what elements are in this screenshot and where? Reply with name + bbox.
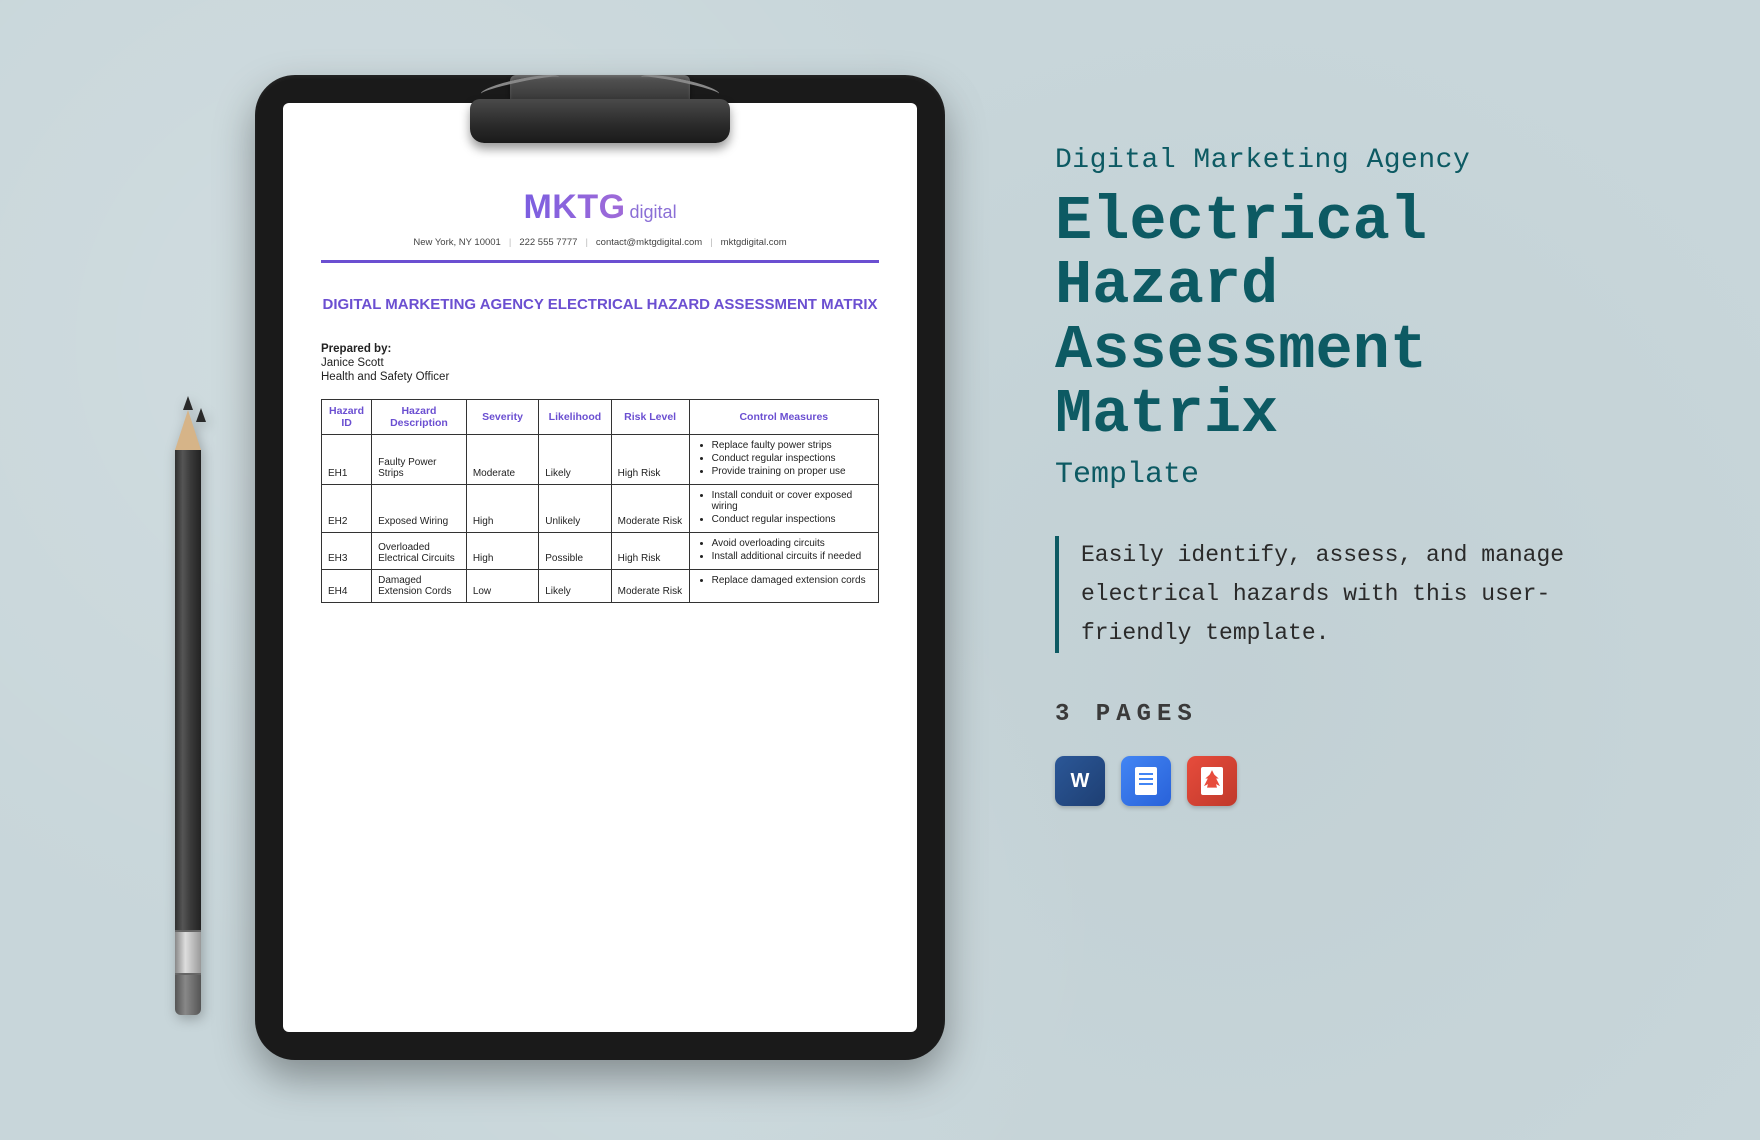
info-panel: Digital Marketing Agency Electrical Haza… [1055, 145, 1645, 806]
control-measure-item: Replace damaged extension cords [712, 575, 872, 586]
table-cell: Moderate [466, 435, 538, 485]
control-measure-item: Install conduit or cover exposed wiring [712, 490, 872, 512]
table-cell: Possible [539, 533, 611, 570]
pdf-icon [1187, 756, 1237, 806]
table-cell: Likely [539, 435, 611, 485]
contact-email: contact@mktgdigital.com [596, 237, 702, 248]
table-cell: Moderate Risk [611, 485, 689, 533]
contact-website: mktgdigital.com [721, 237, 787, 248]
table-cell: Exposed Wiring [372, 485, 467, 533]
google-docs-icon [1121, 756, 1171, 806]
pencil-tip [175, 410, 201, 450]
table-cell: High [466, 533, 538, 570]
prepared-by-block: Prepared by: Janice Scott Health and Saf… [321, 343, 879, 383]
pencil-ferrule [175, 930, 201, 975]
control-measure-item: Provide training on proper use [712, 466, 872, 477]
pencil [175, 410, 201, 1020]
th-risk-level: Risk Level [611, 400, 689, 435]
table-cell: High Risk [611, 533, 689, 570]
document-page: MKTGdigital New York, NY 10001|222 555 7… [283, 103, 917, 1032]
info-kicker: Digital Marketing Agency [1055, 145, 1645, 176]
table-row: EH3Overloaded Electrical CircuitsHighPos… [322, 533, 879, 570]
control-measure-item: Replace faulty power strips [712, 440, 872, 451]
table-cell: Moderate Risk [611, 570, 689, 603]
th-severity: Severity [466, 400, 538, 435]
table-cell: Low [466, 570, 538, 603]
th-control-measures: Control Measures [689, 400, 878, 435]
clipboard: MKTGdigital New York, NY 10001|222 555 7… [255, 75, 945, 1060]
table-cell-controls: Replace faulty power strips Conduct regul… [689, 435, 878, 485]
prepared-by-role: Health and Safety Officer [321, 371, 879, 383]
pencil-eraser [175, 975, 201, 1015]
table-cell: EH4 [322, 570, 372, 603]
table-cell: Damaged Extension Cords [372, 570, 467, 603]
prepared-by-name: Janice Scott [321, 357, 879, 369]
word-icon [1055, 756, 1105, 806]
control-measure-item: Avoid overloading circuits [712, 538, 872, 549]
hazard-matrix-table: Hazard ID Hazard Description Severity Li… [321, 399, 879, 603]
table-row: EH2Exposed WiringHighUnlikelyModerate Ri… [322, 485, 879, 533]
table-cell-controls: Install conduit or cover exposed wiring C… [689, 485, 878, 533]
table-cell: High [466, 485, 538, 533]
document-title: DIGITAL MARKETING AGENCY ELECTRICAL HAZA… [321, 295, 879, 315]
control-measure-item: Install additional circuits if needed [712, 551, 872, 562]
contact-address: New York, NY 10001 [413, 237, 501, 248]
table-cell: EH1 [322, 435, 372, 485]
table-cell: Unlikely [539, 485, 611, 533]
contact-phone: 222 555 7777 [519, 237, 577, 248]
info-description: Easily identify, assess, and manage elec… [1081, 536, 1645, 653]
table-row: EH1Faulty Power StripsModerateLikelyHigh… [322, 435, 879, 485]
table-cell: EH2 [322, 485, 372, 533]
logo-main: MKTG [523, 188, 625, 227]
prepared-by-label: Prepared by: [321, 343, 879, 355]
format-icons [1055, 756, 1645, 806]
clipboard-clip [470, 67, 730, 145]
table-cell: Faulty Power Strips [372, 435, 467, 485]
th-hazard-id: Hazard ID [322, 400, 372, 435]
table-cell-controls: Replace damaged extension cords [689, 570, 878, 603]
info-title: Electrical Hazard Assessment Matrix [1055, 190, 1645, 448]
th-likelihood: Likelihood [539, 400, 611, 435]
pencil-body [175, 450, 201, 930]
control-measure-item: Conduct regular inspections [712, 453, 872, 464]
logo: MKTGdigital [321, 188, 879, 227]
table-cell: Likely [539, 570, 611, 603]
table-body: EH1Faulty Power StripsModerateLikelyHigh… [322, 435, 879, 603]
table-row: EH4Damaged Extension CordsLowLikelyModer… [322, 570, 879, 603]
logo-sub: digital [630, 202, 677, 222]
control-measure-item: Conduct regular inspections [712, 514, 872, 525]
info-pages: 3 PAGES [1055, 701, 1645, 728]
table-cell: Overloaded Electrical Circuits [372, 533, 467, 570]
contact-row: New York, NY 10001|222 555 7777|contact@… [321, 237, 879, 248]
table-header-row: Hazard ID Hazard Description Severity Li… [322, 400, 879, 435]
table-cell: EH3 [322, 533, 372, 570]
table-cell-controls: Avoid overloading circuits Install additi… [689, 533, 878, 570]
info-description-wrap: Easily identify, assess, and manage elec… [1055, 536, 1645, 653]
info-template-label: Template [1055, 458, 1645, 492]
table-cell: High Risk [611, 435, 689, 485]
th-hazard-desc: Hazard Description [372, 400, 467, 435]
header-rule [321, 260, 879, 263]
